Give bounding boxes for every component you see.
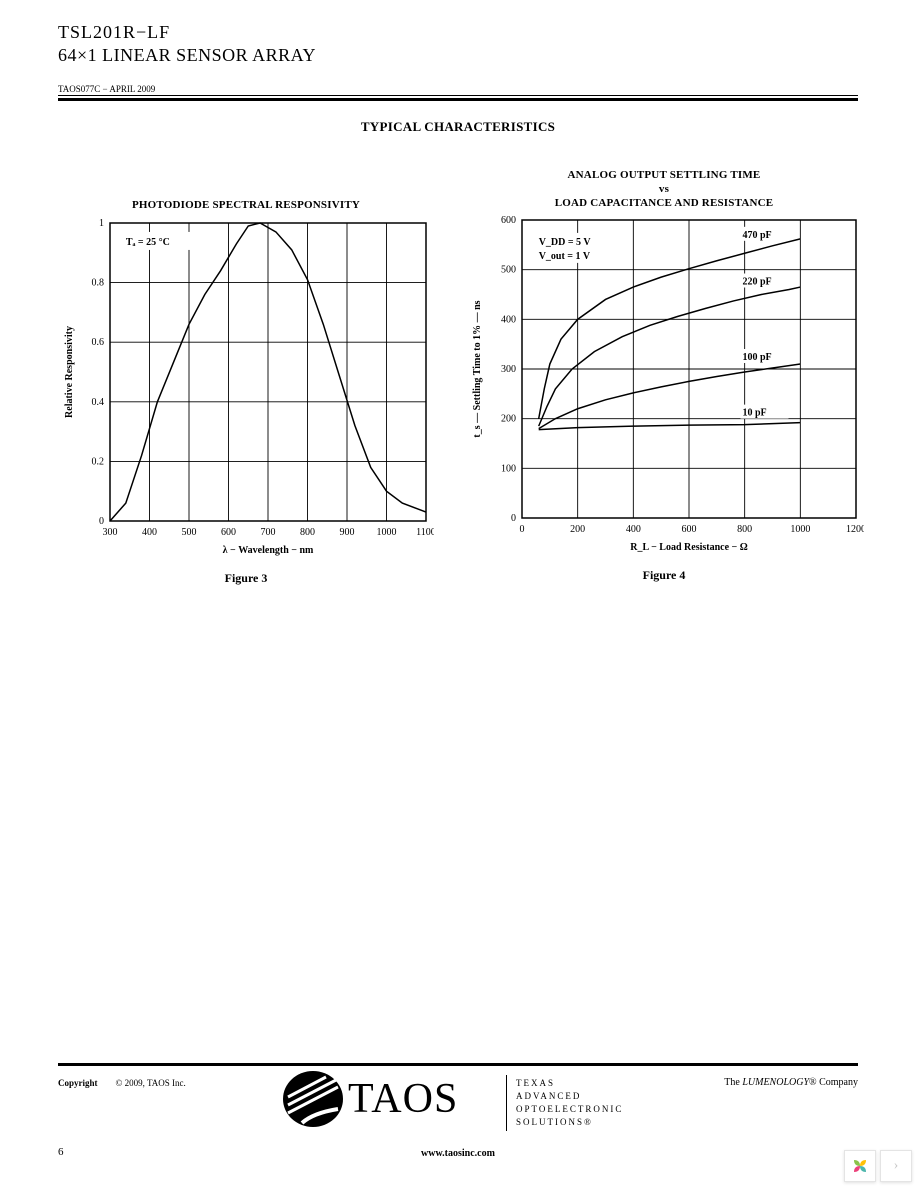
footer-separator: [506, 1075, 507, 1131]
svg-text:400: 400: [626, 524, 641, 535]
svg-text:V_out = 1 V: V_out = 1 V: [539, 251, 591, 262]
svg-text:0.4: 0.4: [92, 397, 105, 408]
chart-right-title: ANALOG OUTPUT SETTLING TIME vs LOAD CAPA…: [555, 169, 774, 210]
svg-text:1000: 1000: [790, 524, 810, 535]
svg-text:200: 200: [501, 414, 516, 425]
taos-logo-icon: [282, 1069, 344, 1129]
svg-text:0: 0: [520, 524, 525, 535]
doc-revision-line: TAOS077C − APRIL 2009: [58, 84, 858, 96]
chart-left-title: PHOTODIODE SPECTRAL RESPONSIVITY: [132, 199, 360, 213]
svg-text:V_DD = 5 V: V_DD = 5 V: [539, 237, 592, 248]
chart-left-svg: 300 400 500 600 700 800 900 1000 1100 0 0.2 0.4 0.6 0…: [58, 217, 434, 557]
chart-right-svg: 0 200 400 600 800 1000 1200 0 100 200 300 400 500 600…: [464, 214, 864, 554]
svg-text:t_s — Settling Time to 1% — ns: t_s — Settling Time to 1% — ns: [472, 301, 483, 438]
svg-text:Tₐ = 25 °C: Tₐ = 25 °C: [126, 237, 170, 248]
svg-text:220 pF: 220 pF: [743, 277, 772, 288]
svg-text:0.2: 0.2: [92, 456, 105, 467]
datasheet-page: TSL201R−LF 64×1 LINEAR SENSOR ARRAY TAOS…: [58, 22, 858, 586]
svg-text:500: 500: [501, 265, 516, 276]
svg-text:R_L − Load Resistance − Ω: R_L − Load Resistance − Ω: [630, 542, 747, 553]
svg-text:200: 200: [570, 524, 585, 535]
figure-4-caption: Figure 4: [643, 568, 686, 583]
svg-text:600: 600: [682, 524, 697, 535]
svg-text:1200: 1200: [846, 524, 864, 535]
svg-text:600: 600: [501, 215, 516, 226]
svg-text:100 pF: 100 pF: [743, 352, 772, 363]
section-title: TYPICAL CHARACTERISTICS: [58, 119, 858, 135]
charts-row: PHOTODIODE SPECTRAL RESPONSIVITY 300 400 5…: [58, 169, 858, 586]
viewer-logo-button[interactable]: [844, 1150, 876, 1182]
svg-text:900: 900: [340, 527, 355, 538]
footer: Copyright © 2009, TAOS Inc. TAOS TEXAS A…: [58, 1073, 858, 1091]
svg-text:300: 300: [501, 364, 516, 375]
tagline: The LUMENOLOGY® Company: [724, 1077, 858, 1088]
svg-text:470 pF: 470 pF: [743, 230, 772, 241]
svg-text:800: 800: [300, 527, 315, 538]
svg-text:300: 300: [103, 527, 118, 538]
website: www.taosinc.com: [58, 1148, 858, 1159]
viewer-widget: ›: [844, 1150, 912, 1182]
svg-text:0.6: 0.6: [92, 337, 105, 348]
svg-text:500: 500: [182, 527, 197, 538]
svg-text:100: 100: [501, 464, 516, 475]
svg-text:400: 400: [142, 527, 157, 538]
svg-text:0: 0: [99, 516, 104, 527]
svg-text:1: 1: [99, 218, 104, 229]
tagline-prefix: The: [724, 1077, 742, 1088]
copyright-text: © 2009, TAOS Inc.: [116, 1078, 186, 1088]
figure-3: PHOTODIODE SPECTRAL RESPONSIVITY 300 400 5…: [58, 169, 434, 586]
svg-text:0.8: 0.8: [92, 277, 105, 288]
figure-4: ANALOG OUTPUT SETTLING TIME vs LOAD CAPA…: [464, 169, 864, 586]
expansion-line: SOLUTIONS®: [516, 1116, 623, 1129]
chart-right-title-l1: ANALOG OUTPUT SETTLING TIME: [568, 169, 761, 181]
svg-text:10 pF: 10 pF: [743, 408, 767, 419]
taos-logo: TAOS: [282, 1069, 458, 1129]
part-description: 64×1 LINEAR SENSOR ARRAY: [58, 45, 858, 66]
chevron-right-icon: ›: [894, 1158, 899, 1174]
figure-3-caption: Figure 3: [225, 571, 268, 586]
taos-wordmark: TAOS: [348, 1075, 458, 1123]
chart-right-title-vs: vs: [659, 183, 669, 195]
svg-text:λ − Wavelength − nm: λ − Wavelength − nm: [223, 545, 314, 556]
copyright-label: Copyright: [58, 1078, 98, 1088]
header-rule: [58, 98, 858, 101]
page-number: 6: [58, 1146, 64, 1158]
svg-text:600: 600: [221, 527, 236, 538]
copyright-block: Copyright © 2009, TAOS Inc.: [58, 1073, 186, 1091]
chart-right-title-l2: LOAD CAPACITANCE AND RESISTANCE: [555, 197, 774, 209]
svg-text:800: 800: [737, 524, 752, 535]
tagline-suffix: ® Company: [809, 1077, 858, 1088]
company-expansion: TEXAS ADVANCED OPTOELECTRONIC SOLUTIONS®: [516, 1077, 623, 1129]
viewer-next-button[interactable]: ›: [880, 1150, 912, 1182]
part-number: TSL201R−LF: [58, 22, 858, 43]
svg-text:0: 0: [511, 513, 516, 524]
footer-rule: [58, 1063, 858, 1066]
svg-text:700: 700: [261, 527, 276, 538]
svg-text:Relative Responsivity: Relative Responsivity: [64, 326, 75, 418]
pinwheel-icon: [850, 1156, 870, 1176]
svg-text:1100: 1100: [416, 527, 434, 538]
expansion-line: TEXAS: [516, 1077, 623, 1090]
tagline-brand: LUMENOLOGY: [742, 1077, 809, 1088]
svg-text:1000: 1000: [377, 527, 397, 538]
svg-text:400: 400: [501, 315, 516, 326]
expansion-line: OPTOELECTRONIC: [516, 1103, 623, 1116]
expansion-line: ADVANCED: [516, 1090, 623, 1103]
